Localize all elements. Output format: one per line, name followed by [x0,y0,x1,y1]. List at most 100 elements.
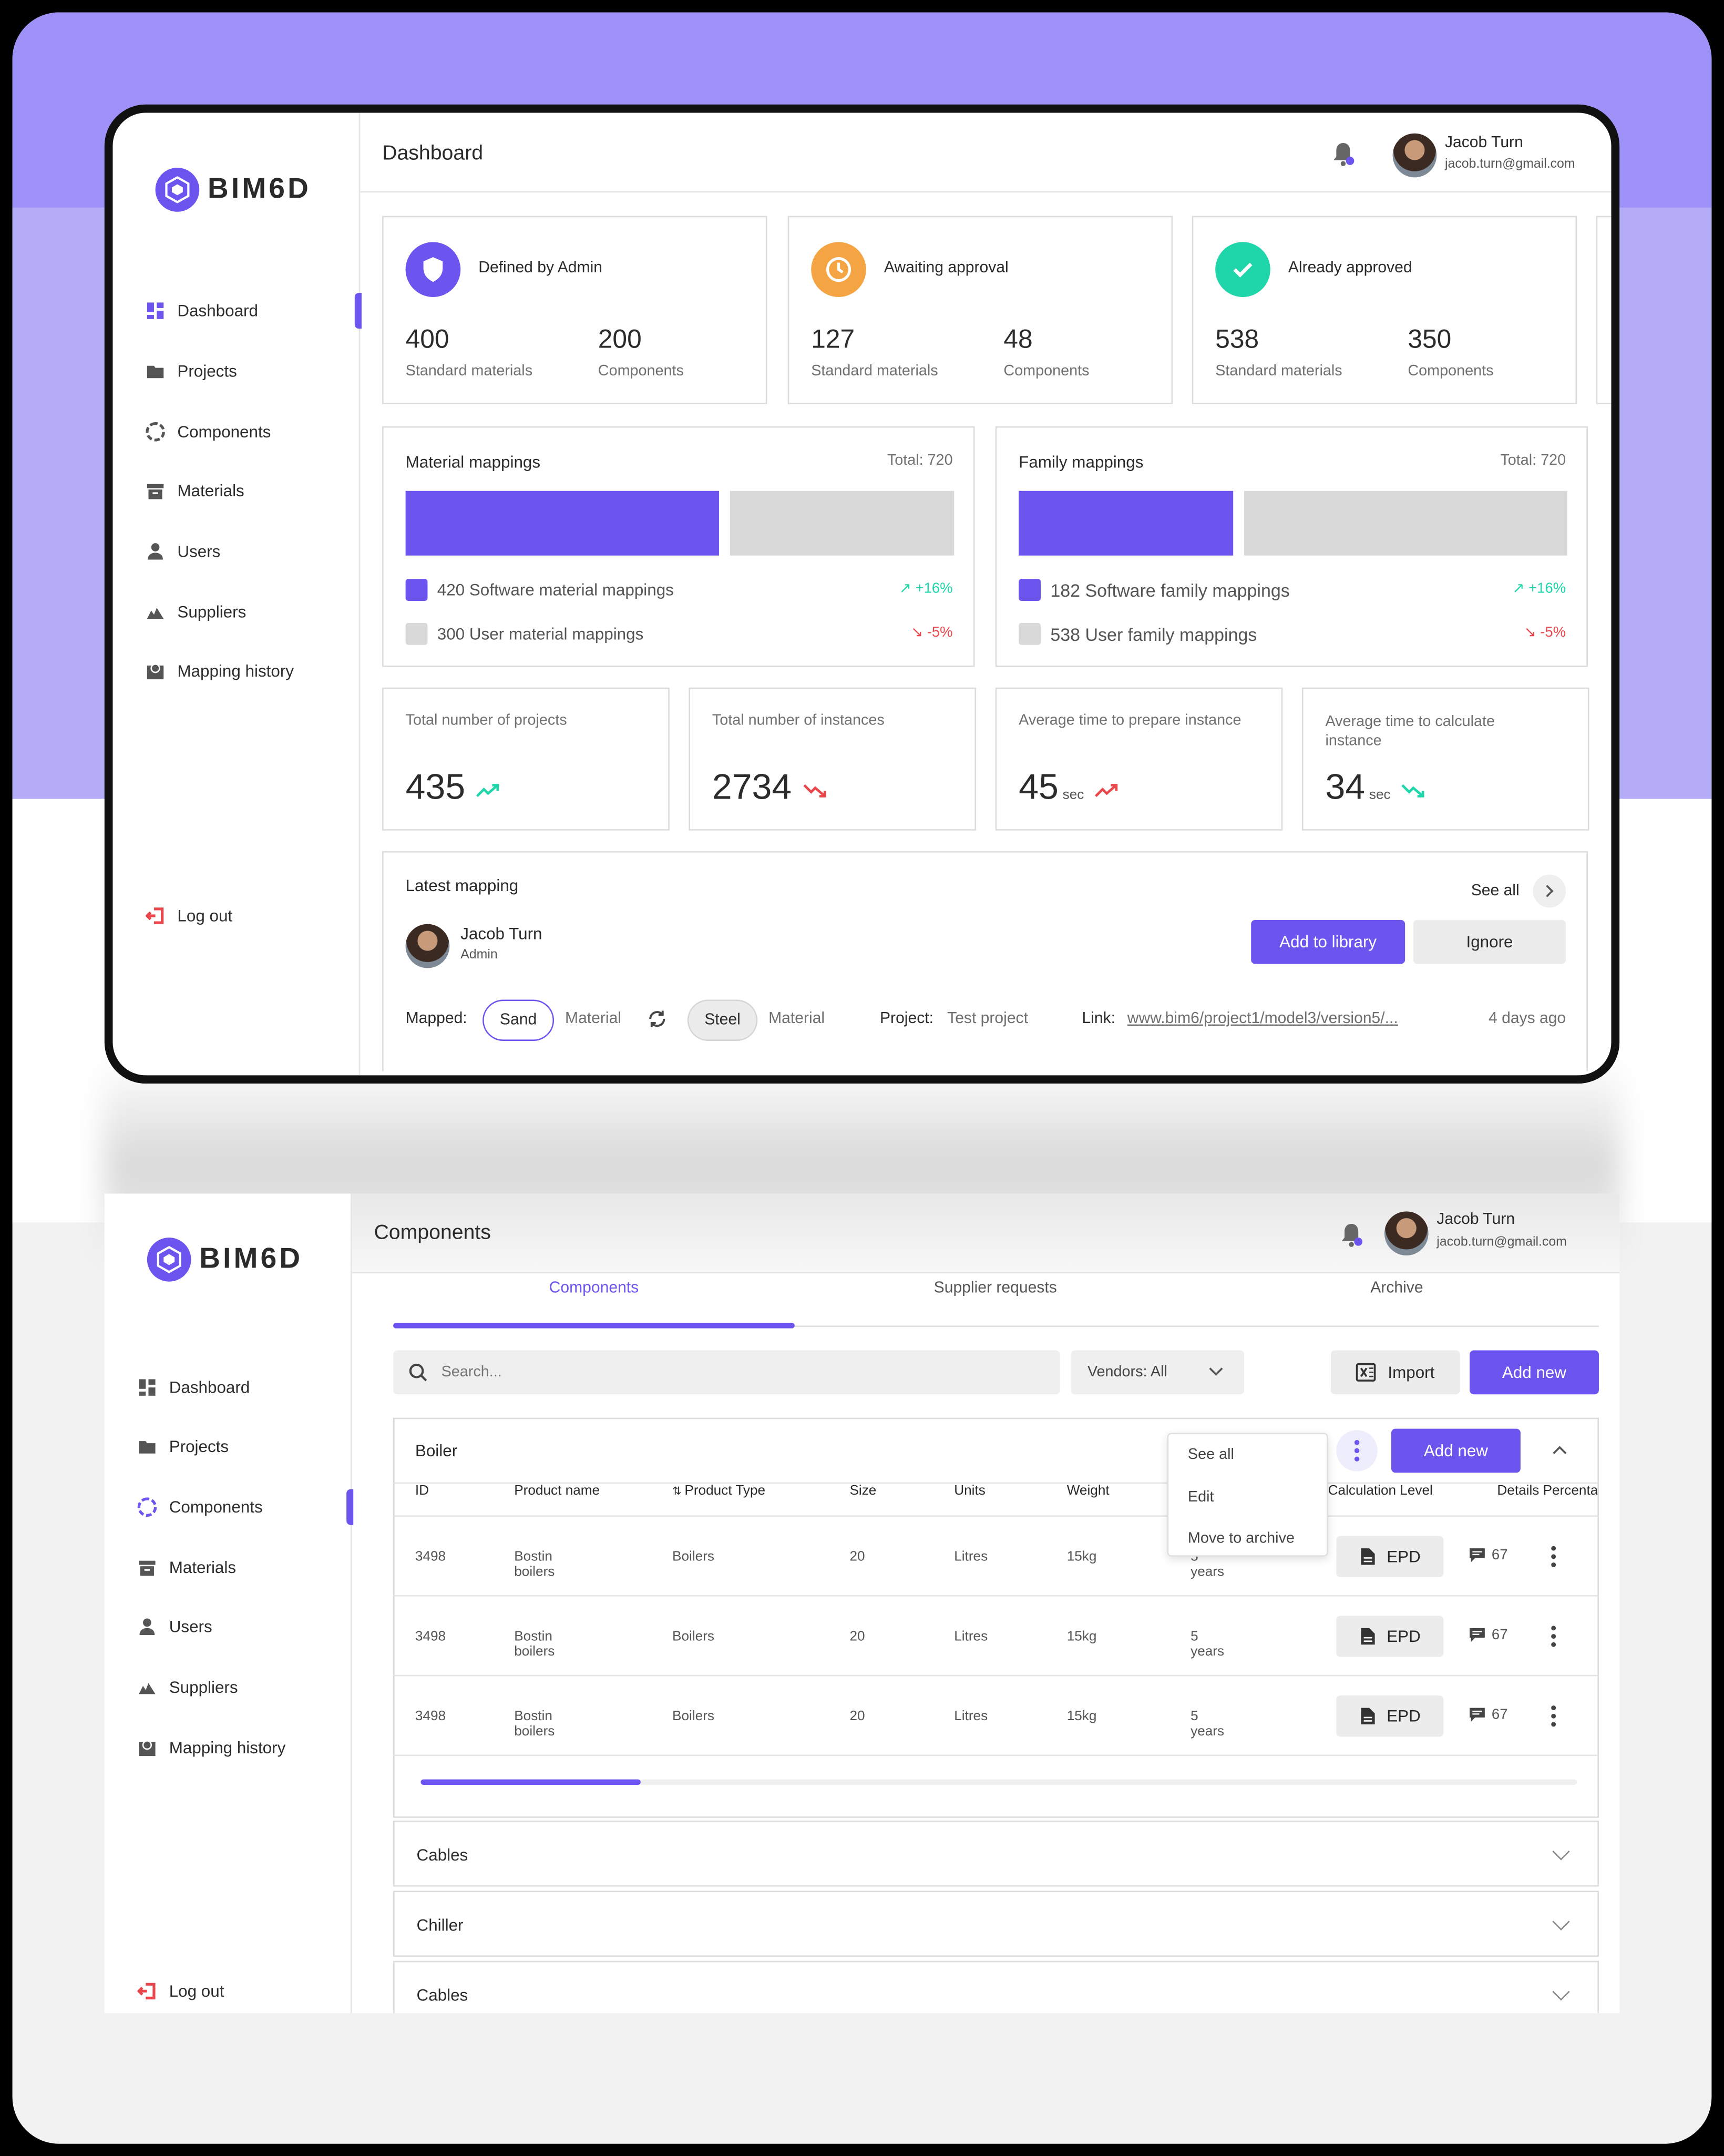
sidebar-item-users[interactable]: Users [138,1613,212,1640]
epd-button[interactable]: EPD [1336,1695,1444,1737]
kpi-number: 2734 [712,765,792,808]
row-kebab-icon[interactable] [1551,1705,1556,1727]
column-header-units[interactable]: Units [954,1484,986,1499]
chevron-right-icon[interactable] [1533,874,1566,908]
group-context-menu: See all Edit Move to archive [1167,1433,1328,1557]
tab-components[interactable]: Components [549,1280,639,1297]
vendors-select[interactable]: Vendors: All [1071,1350,1245,1395]
menu-item-see-all[interactable]: See all [1187,1446,1234,1463]
column-header-id[interactable]: ID [415,1484,429,1499]
import-button[interactable]: Import [1330,1350,1460,1395]
project-link[interactable]: www.bim6/project1/model3/version5/... [1127,1010,1398,1027]
sidebar-item-suppliers[interactable]: Suppliers [138,1673,238,1701]
top-header: Dashboard Jacob Turn jacob.turn@gmail.co… [360,113,1612,193]
chevron-up-icon[interactable] [1552,1445,1567,1455]
search-input[interactable] [441,1360,1019,1385]
software-mapping-label: 182 Software family mappings [1050,580,1290,601]
brand-logo[interactable]: BIM6D [155,168,311,212]
logout-button[interactable]: Log out [146,902,232,929]
kpi-number: 435 [405,765,466,808]
sidebar-item-label: Suppliers [169,1678,238,1697]
archive-box-icon [139,1560,156,1576]
shield-icon [405,242,461,297]
epd-label: EPD [1387,1627,1421,1646]
kpi-card-prepare-time: Average time to prepare instance 45 sec [995,687,1283,831]
menu-item-edit[interactable]: Edit [1187,1489,1214,1506]
sidebar-item-mapping-history[interactable]: Mapping history [146,657,294,684]
check-icon [1215,242,1270,297]
legend-swatch [405,622,428,645]
add-to-library-button[interactable]: Add to library [1251,919,1405,964]
sidebar-item-components[interactable]: Components [146,418,271,445]
horizontal-scrollbar[interactable] [420,1779,1577,1785]
sidebar-item-projects[interactable]: Projects [146,357,237,385]
column-header-product-type[interactable]: ⇅ Product Type [672,1484,765,1499]
cell-units: Litres [954,1549,988,1565]
trend-up-icon [1095,784,1118,798]
sidebar-item-users[interactable]: Users [146,538,220,565]
sidebar-item-materials[interactable]: Materials [146,477,244,505]
card-title: Family mappings [1019,452,1144,472]
tab-supplier-requests[interactable]: Supplier requests [933,1280,1057,1297]
column-header-size[interactable]: Size [849,1484,877,1499]
row-kebab-icon[interactable] [1551,1546,1556,1568]
trend-value: +16% [1528,580,1566,597]
stat-value: 48 [1003,325,1033,355]
ignore-button[interactable]: Ignore [1413,919,1566,964]
sidebar-item-projects[interactable]: Projects [138,1433,229,1460]
comments-count[interactable]: 67 [1468,1707,1507,1723]
column-header-details[interactable]: Details Percentage [1497,1484,1598,1499]
group-menu-button[interactable] [1336,1430,1378,1472]
stat-label: Standard materials [405,363,533,380]
sidebar-item-materials[interactable]: Materials [138,1554,236,1581]
sidebar-item-dashboard[interactable]: Dashboard [138,1374,250,1401]
comment-icon [1470,1708,1485,1722]
user-name: Jacob Turn [1444,135,1523,151]
sidebar-item-components[interactable]: Components [137,1489,354,1525]
epd-button[interactable]: EPD [1336,1536,1444,1578]
chevron-down-icon [1552,1913,1570,1930]
logout-button[interactable]: Log out [137,1977,224,2005]
group-title: Cables [416,1845,468,1865]
column-header-calculation-level[interactable]: Calculation Level [1328,1484,1433,1499]
cell-type: Boilers [672,1709,715,1724]
cell-size: 20 [849,1709,865,1724]
group-add-new-button[interactable]: Add new [1391,1428,1521,1473]
cell-units: Litres [954,1709,988,1724]
from-chip[interactable]: Sand [483,999,555,1041]
sidebar-item-dashboard[interactable]: Dashboard [146,293,361,329]
comments-count[interactable]: 67 [1468,1627,1507,1643]
comments-count[interactable]: 67 [1468,1547,1507,1564]
column-header-product-name[interactable]: Product name [514,1484,600,1499]
family-mappings-card: Family mappings Total: 720 182 Software … [995,426,1588,667]
notification-bell-icon[interactable] [1331,140,1356,168]
sidebar: BIM6D Dashboard Projects Components Mat [105,1193,354,2014]
sidebar-item-mapping-history[interactable]: Mapping history [138,1734,285,1761]
group-chiller[interactable]: Chiller [393,1891,1599,1957]
row-kebab-icon[interactable] [1551,1626,1556,1648]
scrollbar-thumb[interactable] [420,1779,641,1785]
epd-button[interactable]: EPD [1336,1616,1444,1657]
group-cables-2[interactable]: Cables [393,1960,1599,2014]
avatar[interactable] [1384,1211,1429,1256]
search-box[interactable] [393,1350,1060,1395]
add-new-button[interactable]: Add new [1470,1350,1599,1395]
column-header-weight[interactable]: Weight [1066,1484,1110,1499]
user-email: jacob.turn@gmail.com [1436,1234,1567,1250]
avatar[interactable] [1392,133,1437,178]
tab-archive[interactable]: Archive [1370,1280,1423,1297]
dashboard-icon [147,302,164,319]
sidebar-item-suppliers[interactable]: Suppliers [146,598,246,626]
to-chip[interactable]: Steel [687,999,758,1041]
trend-value: -5% [1540,624,1566,641]
menu-item-move-to-archive[interactable]: Move to archive [1187,1530,1295,1547]
trend-down: ↘ -5% [911,624,953,641]
sidebar-item-label: Components [169,1497,263,1517]
notification-bell-icon[interactable] [1339,1221,1364,1249]
see-all-link[interactable]: See all [1471,883,1520,900]
cell-size: 20 [849,1629,865,1645]
group-cables[interactable]: Cables [393,1821,1599,1887]
brand-logo[interactable]: BIM6D [147,1238,303,1282]
sidebar-item-label: Projects [177,361,237,381]
